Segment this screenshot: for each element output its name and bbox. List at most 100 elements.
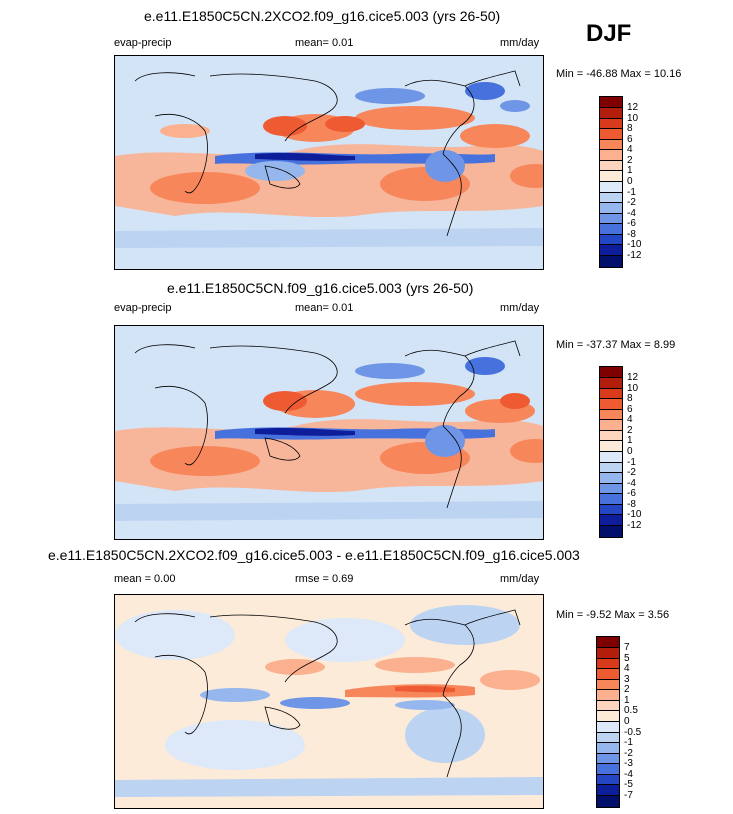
colorbar-swatch — [597, 785, 619, 796]
colorbar-swatch — [600, 182, 622, 193]
colorbar-swatch — [600, 452, 622, 463]
panel-2-variable-label: evap-precip — [114, 302, 172, 314]
colorbar-tick-label: -0.5 — [624, 727, 642, 738]
season-label: DJF — [586, 20, 632, 47]
colorbar-swatch — [597, 722, 619, 733]
colorbar-tick-label: 8 — [627, 393, 633, 404]
colorbar-tick-label: -1 — [624, 737, 633, 748]
colorbar-swatch — [597, 754, 619, 764]
colorbar-swatch — [597, 648, 619, 659]
panel-2-map-field — [115, 326, 543, 539]
colorbar-swatch — [600, 224, 622, 235]
colorbar-swatch — [597, 764, 619, 775]
colorbar-swatch — [600, 235, 622, 245]
panel-3-units-label: mm/day — [500, 573, 540, 585]
colorbar-swatch — [600, 108, 622, 119]
colorbar-swatch — [600, 193, 622, 203]
colorbar-swatch — [600, 515, 622, 526]
colorbar-tick-label: 7 — [624, 642, 630, 653]
colorbar-tick-label: 0 — [624, 716, 630, 727]
colorbar-tick-label: 4 — [627, 144, 633, 155]
colorbar-swatch — [597, 680, 619, 690]
colorbar-tick-label: -1 — [627, 457, 636, 468]
colorbar-tick-label: 3 — [624, 674, 630, 685]
colorbar-swatch — [600, 420, 622, 431]
colorbar-swatch — [597, 743, 619, 754]
colorbar-tick-label: -5 — [624, 779, 633, 790]
panel-3-mean-label: mean = 0.00 — [114, 573, 176, 585]
colorbar-tick-label: 1 — [624, 695, 630, 706]
colorbar-tick-label: -10 — [627, 509, 642, 520]
colorbar-swatch — [600, 526, 622, 537]
panel-1-map — [114, 55, 544, 270]
colorbar-swatch — [600, 256, 622, 267]
colorbar-tick-label: 1 — [627, 165, 633, 176]
colorbar-swatch — [600, 161, 622, 171]
colorbar-tick-label: 2 — [624, 684, 630, 695]
colorbar-swatch — [600, 463, 622, 473]
colorbar-swatch — [597, 711, 619, 722]
panel-3-min-max: Min = -9.52 Max = 3.56 — [556, 609, 670, 621]
colorbar-tick-label: -10 — [627, 239, 642, 250]
panel-3-map — [114, 594, 544, 809]
panel-1-variable-label: evap-precip — [114, 37, 172, 49]
colorbar-tick-label: 5 — [624, 653, 630, 664]
panel-3-rmse-label: rmse = 0.69 — [295, 573, 354, 585]
colorbar-tick-label: -6 — [627, 488, 636, 499]
colorbar-tick-label: -8 — [627, 499, 636, 510]
colorbar-swatch — [597, 796, 619, 807]
colorbar-swatch — [600, 150, 622, 161]
panel-2-map — [114, 325, 544, 540]
colorbar-swatch — [597, 775, 619, 785]
colorbar-swatch — [597, 701, 619, 711]
panel-3-colorbar: 7 5 4 3 2 1 0.5 0 -0.5 -1 -2 -3 -4 -5 -7 — [596, 636, 641, 808]
colorbar-tick-label: -2 — [624, 748, 633, 759]
colorbar-tick-label: 12 — [627, 102, 639, 113]
panel-3-map-field — [115, 595, 543, 808]
colorbar-swatch — [600, 214, 622, 224]
colorbar-swatch — [600, 367, 622, 378]
colorbar-swatch — [600, 410, 622, 420]
colorbar-swatch — [597, 690, 619, 701]
colorbar-tick-label: -7 — [624, 790, 633, 801]
panel-2-min-max: Min = -37.37 Max = 8.99 — [556, 339, 676, 351]
colorbar-tick-label: -12 — [627, 250, 642, 261]
colorbar-swatch — [600, 494, 622, 505]
colorbar-tick-label: 6 — [627, 134, 633, 145]
colorbar-tick-label: -3 — [624, 758, 633, 769]
colorbar-swatch — [600, 140, 622, 150]
colorbar-swatch — [600, 431, 622, 441]
colorbar-tick-label: 10 — [627, 383, 639, 394]
colorbar-swatch — [597, 659, 619, 669]
panel-2-title: e.e11.E1850C5CN.f09_g16.cice5.003 (yrs 2… — [167, 280, 474, 296]
colorbar-swatch — [600, 203, 622, 214]
colorbar-tick-label: 0 — [627, 176, 633, 187]
colorbar-tick-label: -4 — [627, 478, 636, 489]
panel-3-title: e.e11.E1850C5CN.2XCO2.f09_g16.cice5.003 … — [48, 547, 580, 563]
colorbar-swatch — [600, 441, 622, 452]
colorbar-tick-label: -2 — [627, 467, 636, 478]
panel-1-colorbar: 12 10 8 6 4 2 1 0 -1 -2 -4 -6 -8 -10 -12 — [599, 96, 641, 268]
colorbar-swatch — [600, 171, 622, 182]
colorbar-swatch — [600, 399, 622, 410]
colorbar-tick-label: 0.5 — [624, 705, 638, 716]
panel-2-units-label: mm/day — [500, 302, 540, 314]
colorbar-tick-label: 1 — [627, 435, 633, 446]
colorbar-tick-label: -2 — [627, 197, 636, 208]
colorbar-tick-label: -8 — [627, 229, 636, 240]
colorbar-swatch — [600, 97, 622, 108]
colorbar-tick-label: 4 — [624, 663, 630, 674]
colorbar-tick-label: 4 — [627, 414, 633, 425]
colorbar-swatch — [600, 389, 622, 399]
colorbar-swatch — [597, 637, 619, 648]
colorbar-swatch — [600, 119, 622, 129]
colorbar-swatch — [600, 245, 622, 256]
colorbar-swatch — [597, 733, 619, 743]
panel-1-title: e.e11.E1850C5CN.2XCO2.f09_g16.cice5.003 … — [144, 8, 501, 24]
colorbar-tick-label: 2 — [627, 425, 633, 436]
colorbar-tick-label: 2 — [627, 155, 633, 166]
colorbar-tick-label: 0 — [627, 446, 633, 457]
colorbar-tick-label: -1 — [627, 187, 636, 198]
colorbar-tick-label: 10 — [627, 113, 639, 124]
colorbar-swatch — [600, 505, 622, 515]
